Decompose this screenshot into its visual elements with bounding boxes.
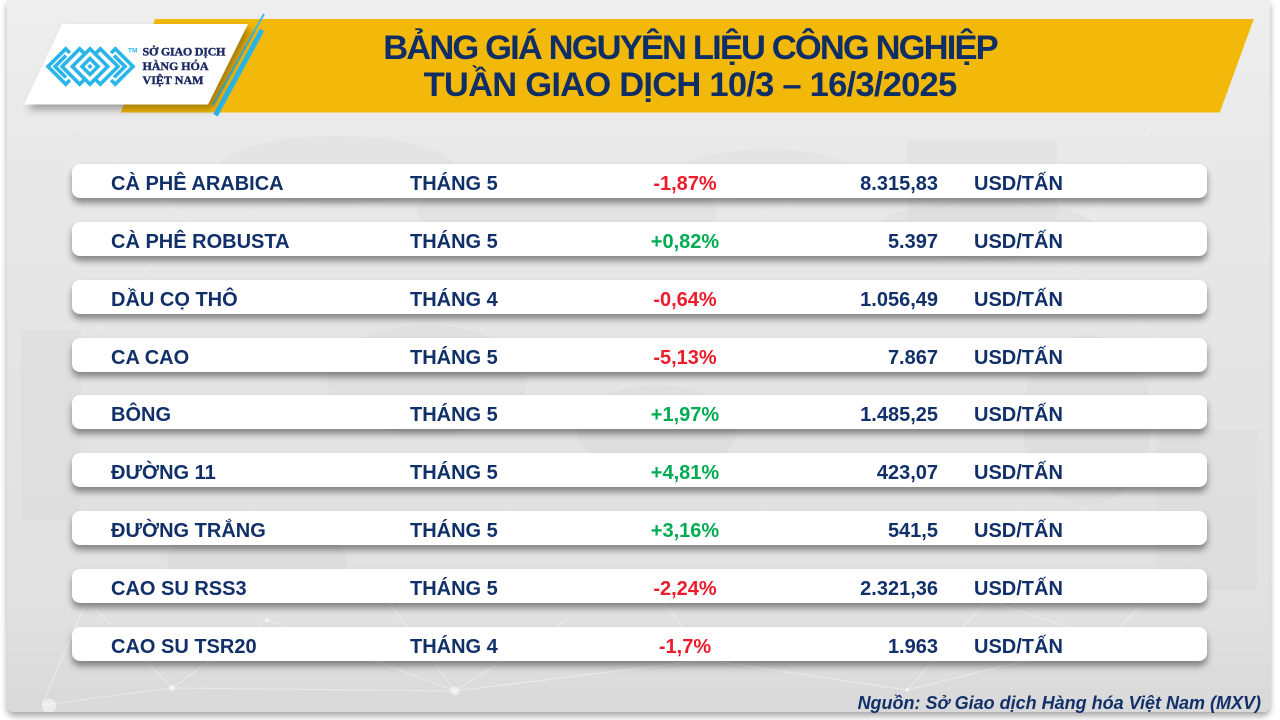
svg-text:SỞ GIAO DỊCH: SỞ GIAO DỊCH <box>143 45 227 59</box>
svg-text:TM: TM <box>128 48 137 55</box>
svg-text:HÀNG HÓA: HÀNG HÓA <box>143 59 209 73</box>
svg-text:VIỆT NAM: VIỆT NAM <box>143 73 204 87</box>
